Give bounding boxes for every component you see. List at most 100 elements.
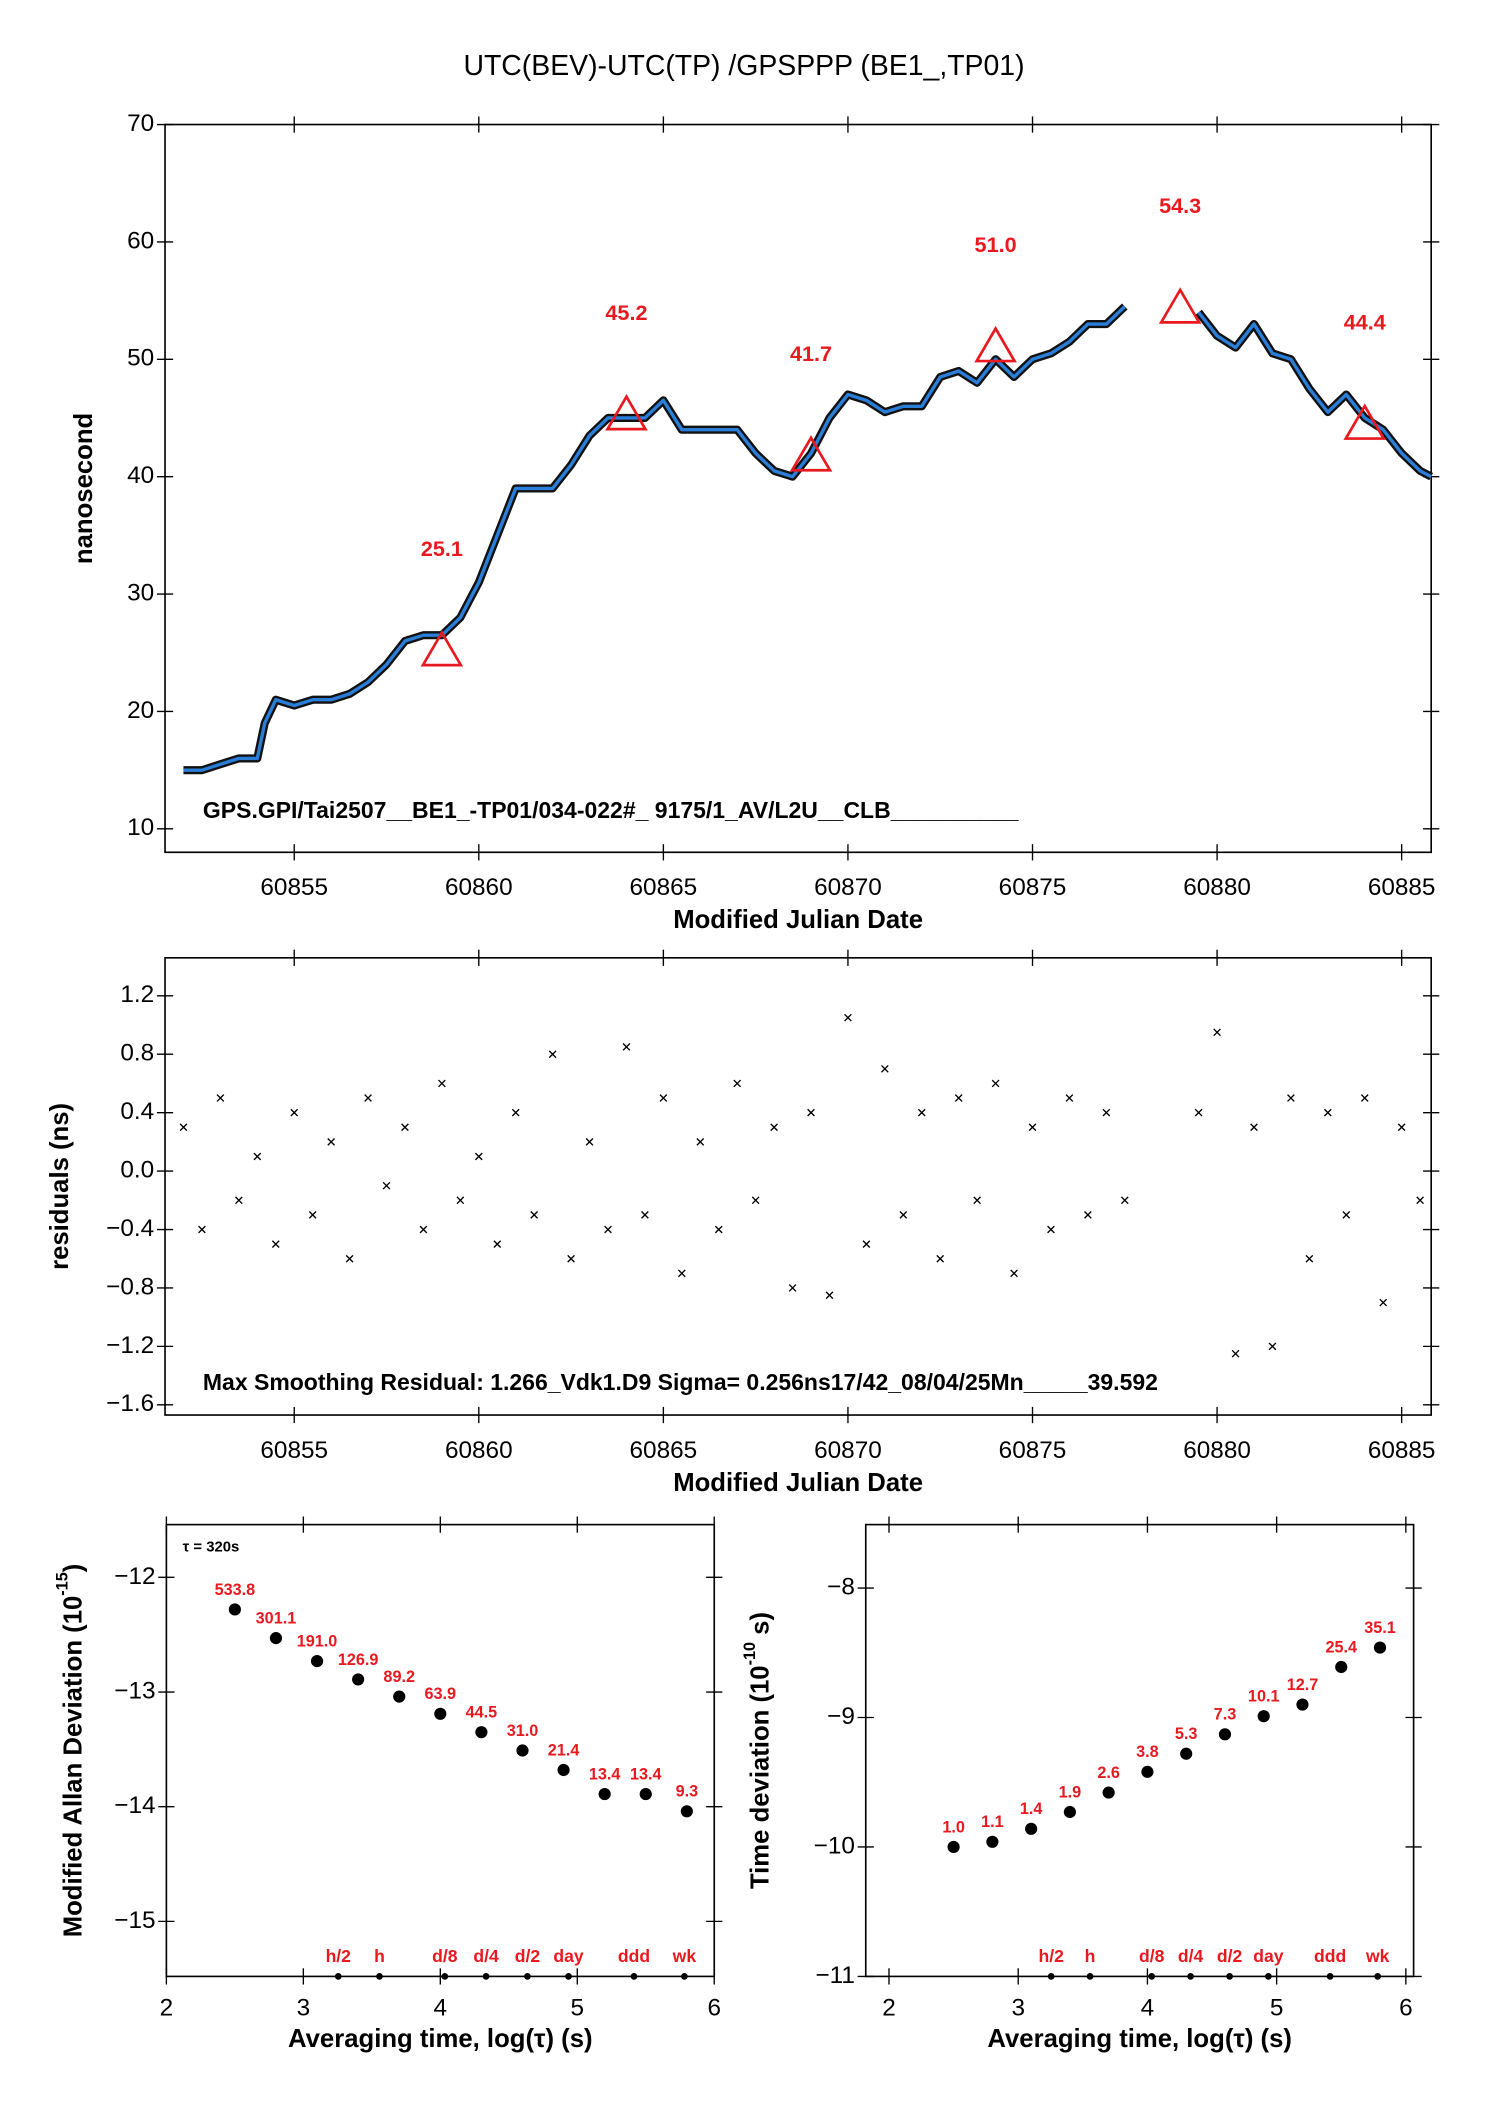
residual-point [1397, 1123, 1406, 1132]
y-axis-label-text: nanosecond [70, 413, 98, 564]
interval-marker [334, 1973, 342, 1980]
deviation-point [1296, 1698, 1309, 1711]
deviation-point [1180, 1747, 1193, 1760]
point-label: 1.9 [1059, 1783, 1082, 1801]
x-axis-label: Averaging time, log(τ) (s) [288, 2025, 593, 2053]
y-tick-label: −12 [114, 1563, 155, 1590]
deviation-point [1257, 1710, 1270, 1723]
y-axis-label-text: Modified Allan Deviation (10 [59, 1596, 87, 1938]
x-tick-label: 60875 [999, 1437, 1067, 1464]
deviation-point [598, 1787, 611, 1801]
residual-point [770, 1123, 778, 1132]
x-tick-label: 60860 [445, 874, 513, 901]
residual-point [1342, 1211, 1351, 1219]
point-label: 10.1 [1248, 1688, 1280, 1706]
residual-point [1194, 1108, 1203, 1117]
residual-point [899, 1211, 908, 1219]
y-tick-label: 1.2 [120, 981, 154, 1008]
deviation-point [393, 1690, 406, 1703]
point-label: 44.5 [466, 1704, 498, 1722]
deviation-point [475, 1726, 488, 1739]
plot-frame [864, 1523, 1415, 1978]
residual-point [825, 1291, 834, 1300]
residual-point [1120, 1196, 1129, 1205]
deviation-point [1141, 1765, 1154, 1778]
y-axis-label-text: residuals (ns) [46, 1103, 74, 1270]
residual-point [1102, 1108, 1111, 1117]
point-label: 2.6 [1097, 1764, 1120, 1782]
residual-point [419, 1225, 428, 1234]
interval-marker [376, 1973, 383, 1980]
y-tick-label: 30 [127, 579, 154, 606]
residual-point [733, 1079, 742, 1088]
triangle-marker [974, 325, 1017, 363]
residual-point [917, 1108, 926, 1117]
x-tick-label: 60870 [814, 874, 882, 901]
residual-point [308, 1211, 317, 1219]
x-tick-label: 60855 [260, 1437, 328, 1464]
y-tick-label: −0.8 [106, 1273, 154, 1300]
residual-point [1084, 1211, 1092, 1219]
interval-label: wk [672, 1946, 697, 1966]
deviation-point [310, 1654, 324, 1668]
point-label: 25.4 [1325, 1638, 1357, 1656]
residual-point [751, 1196, 760, 1205]
deviation-point [1218, 1728, 1232, 1741]
interval-marker [482, 1973, 490, 1980]
residual-point [511, 1108, 520, 1117]
interval-marker [565, 1973, 572, 1980]
x-tick-label: 2 [882, 1994, 896, 2021]
interval-marker [441, 1973, 449, 1980]
interval-label: h/2 [326, 1946, 352, 1966]
residual-point [954, 1094, 963, 1102]
deviation-point [1063, 1805, 1076, 1819]
residual-point [1323, 1108, 1332, 1117]
x-tick-label: 60875 [999, 874, 1067, 901]
point-label: 89.2 [383, 1668, 415, 1686]
point-label: 45.2 [605, 300, 647, 325]
residual-point [641, 1211, 649, 1219]
interval-marker [524, 1973, 531, 1980]
residual-point [327, 1138, 336, 1146]
y-axis-label: Time deviation (10-10 s) [741, 1612, 774, 1889]
residual-point [1379, 1298, 1388, 1307]
data-scatter-band [183, 303, 1434, 775]
residual-point [1250, 1123, 1258, 1132]
interval-label: ddd [1314, 1946, 1346, 1966]
interval-label: h/2 [1038, 1946, 1064, 1966]
point-label: 301.1 [256, 1609, 297, 1627]
interval-marker [1374, 1973, 1382, 1980]
deviation-point [352, 1673, 365, 1686]
interval-marker [1326, 1973, 1334, 1980]
interval-marker [1047, 1973, 1055, 1980]
y-tick-label: 70 [127, 110, 154, 137]
residual-point [1213, 1028, 1221, 1037]
residual-point [567, 1254, 575, 1263]
point-label: 35.1 [1364, 1619, 1396, 1637]
interval-marker [681, 1973, 688, 1980]
y-tick-label: −1.2 [106, 1332, 154, 1359]
interval-marker [1086, 1973, 1094, 1980]
residual-point [216, 1094, 225, 1102]
point-label: 533.8 [215, 1581, 256, 1599]
deviation-point [1102, 1786, 1115, 1799]
x-tick-label: 60880 [1183, 1437, 1251, 1464]
deviation-point [1025, 1822, 1038, 1835]
triangle-marker [1343, 403, 1387, 440]
plot-frame [164, 956, 1432, 1416]
x-tick-label: 6 [707, 1994, 721, 2021]
residual-point [530, 1211, 539, 1219]
residual-point [401, 1123, 409, 1132]
y-axis-label-end: ) [59, 1564, 87, 1573]
residual-point [474, 1152, 483, 1161]
triangle-marker [605, 394, 648, 431]
interval-label: h [374, 1946, 385, 1966]
y-axis-label: residuals (ns) [46, 1103, 74, 1270]
point-label: 31.0 [507, 1722, 539, 1740]
residual-point [844, 1013, 852, 1022]
annotation: τ = 320s [183, 1540, 240, 1556]
y-axis-label: Modified Allan Deviation (10-15) [54, 1564, 87, 1938]
residual-point [807, 1108, 815, 1117]
residual-point [345, 1254, 354, 1263]
